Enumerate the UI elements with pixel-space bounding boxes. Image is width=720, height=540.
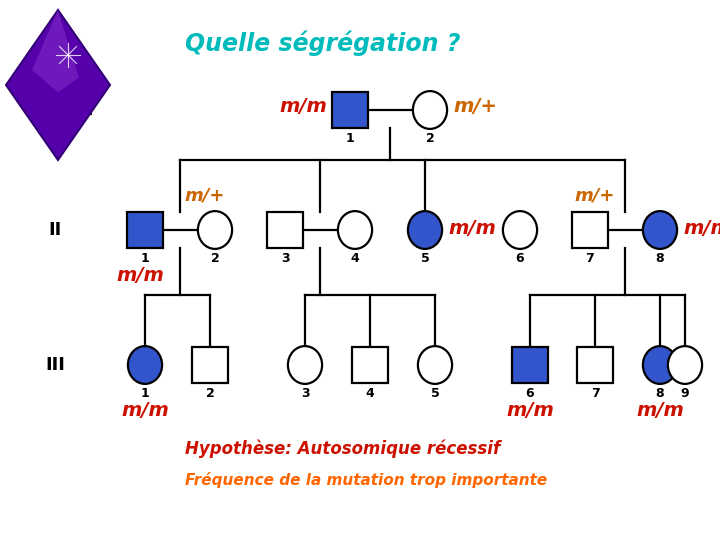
Text: 8: 8 xyxy=(656,387,665,400)
Text: 9: 9 xyxy=(680,387,689,400)
Text: m/m: m/m xyxy=(116,266,164,285)
Text: m/m: m/m xyxy=(506,401,554,420)
Text: 5: 5 xyxy=(431,387,439,400)
Text: 2: 2 xyxy=(206,387,215,400)
Text: 3: 3 xyxy=(281,252,289,265)
Text: 1: 1 xyxy=(346,132,354,145)
Text: m/m: m/m xyxy=(121,401,169,420)
Text: 5: 5 xyxy=(420,252,429,265)
Text: 2: 2 xyxy=(211,252,220,265)
Text: m/m: m/m xyxy=(683,219,720,238)
Polygon shape xyxy=(6,10,110,160)
Text: 2: 2 xyxy=(426,132,434,145)
Text: 6: 6 xyxy=(516,252,524,265)
Text: 1: 1 xyxy=(140,387,149,400)
Bar xyxy=(192,347,228,383)
Text: 3: 3 xyxy=(301,387,310,400)
Text: Fréquence de la mutation trop importante: Fréquence de la mutation trop importante xyxy=(185,472,547,488)
Text: m/m: m/m xyxy=(279,97,327,116)
Ellipse shape xyxy=(198,211,232,249)
Text: III: III xyxy=(45,356,65,374)
Ellipse shape xyxy=(413,91,447,129)
Text: m/m: m/m xyxy=(636,401,684,420)
Ellipse shape xyxy=(668,346,702,384)
Bar xyxy=(127,212,163,248)
Text: II: II xyxy=(48,221,62,239)
Ellipse shape xyxy=(643,211,677,249)
Ellipse shape xyxy=(128,346,162,384)
Bar xyxy=(512,347,548,383)
Bar xyxy=(352,347,388,383)
Bar xyxy=(332,92,368,128)
Text: m/+: m/+ xyxy=(575,186,616,204)
Text: Quelle ségrégation ?: Quelle ségrégation ? xyxy=(185,30,461,56)
Bar xyxy=(572,212,608,248)
Text: I: I xyxy=(86,101,94,119)
Text: m/m: m/m xyxy=(448,219,496,238)
Text: 7: 7 xyxy=(590,387,599,400)
Ellipse shape xyxy=(503,211,537,249)
Text: m/+: m/+ xyxy=(453,97,497,116)
Text: 1: 1 xyxy=(140,252,149,265)
Bar xyxy=(577,347,613,383)
Polygon shape xyxy=(32,10,78,92)
Ellipse shape xyxy=(338,211,372,249)
Text: m/+: m/+ xyxy=(185,186,225,204)
Text: 4: 4 xyxy=(351,252,359,265)
Ellipse shape xyxy=(288,346,322,384)
Text: 8: 8 xyxy=(656,252,665,265)
Text: Hypothèse: Autosomique récessif: Hypothèse: Autosomique récessif xyxy=(185,440,500,458)
Bar xyxy=(267,212,303,248)
Text: 4: 4 xyxy=(366,387,374,400)
Ellipse shape xyxy=(408,211,442,249)
Ellipse shape xyxy=(418,346,452,384)
Text: 7: 7 xyxy=(585,252,595,265)
Ellipse shape xyxy=(643,346,677,384)
Text: 6: 6 xyxy=(526,387,534,400)
